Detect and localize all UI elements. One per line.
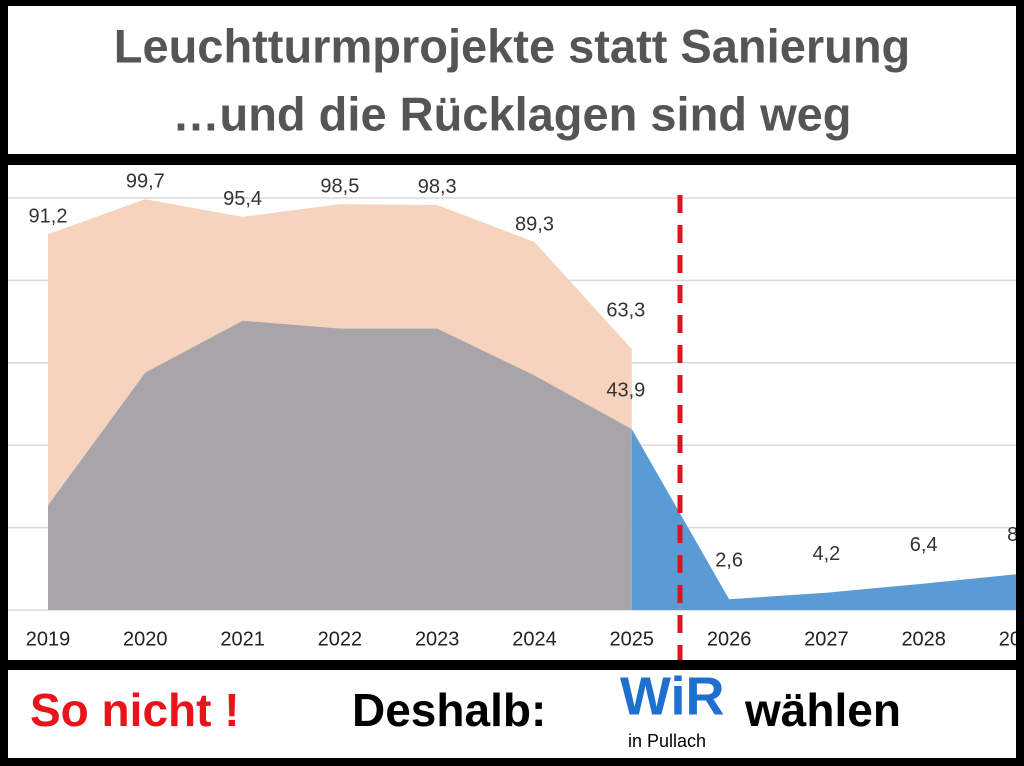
plot: 91,2 99,7 95,4 98,5 98,3 89,3 63,3 43,9 2,6 4,2 6,… (8, 170, 1024, 660)
value-label: 6,4 (910, 534, 938, 556)
suffix: wählen (744, 684, 901, 736)
logo: WiR (620, 666, 725, 726)
prefix: Deshalb: (352, 684, 546, 736)
value-label: 63,3 (606, 299, 645, 321)
x-tick-label: 2026 (707, 628, 752, 650)
value-label: 98,3 (418, 176, 457, 198)
x-tick-label: 2019 (26, 628, 71, 650)
x-tick-label: 2027 (804, 628, 849, 650)
value-label: 95,4 (223, 188, 262, 210)
value-label: 91,2 (29, 206, 68, 228)
value-label: 99,7 (126, 170, 165, 192)
x-tick-label: 2020 (123, 628, 168, 650)
title-line: Leuchtturmprojekte statt Sanierung (114, 19, 911, 72)
value-label: 2,6 (715, 550, 743, 572)
x-tick-label: 2024 (512, 628, 557, 650)
x-tick-label: 2025 (610, 628, 655, 650)
slogan: So nicht ! (30, 684, 240, 736)
area (48, 320, 632, 610)
value-label: 8,8 (1007, 524, 1024, 546)
x-tick-label: 2021 (220, 628, 265, 650)
x-tick-label: 2028 (901, 628, 946, 650)
value-label: 98,5 (320, 175, 359, 197)
area (631, 429, 1016, 610)
footer-box (8, 670, 1016, 758)
value-label: 4,2 (812, 543, 840, 565)
value-label: 43,9 (606, 379, 645, 401)
x-tick-label: 2023 (415, 628, 460, 650)
x-tick-label: 2029 (999, 628, 1024, 650)
logo-sub: in Pullach (628, 731, 706, 751)
value-label: 89,3 (515, 213, 554, 235)
title-box (8, 6, 1016, 154)
title-line: …und die Rücklagen sind weg (173, 87, 852, 140)
x-tick-label: 2022 (318, 628, 363, 650)
